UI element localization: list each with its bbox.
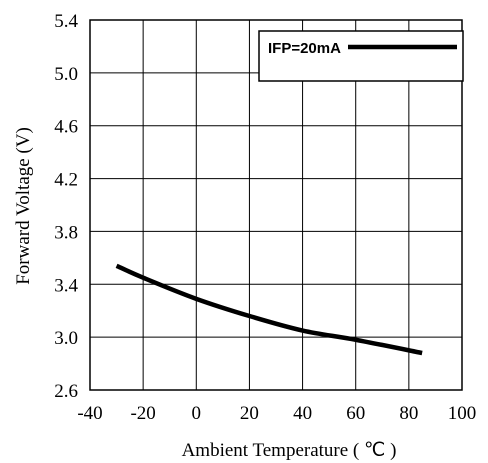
x-tick-label: -40 — [77, 403, 102, 424]
y-tick-label: 3.8 — [54, 222, 78, 243]
legend-box — [258, 30, 464, 82]
y-tick-label: 4.6 — [54, 117, 78, 138]
x-tick-label: 60 — [346, 403, 365, 424]
legend-label: IFP=20mA — [268, 40, 341, 57]
y-tick-label: 2.6 — [54, 381, 78, 402]
x-tick-labels: -40 -20 0 20 40 60 80 100 — [77, 403, 476, 424]
y-tick-label: 5.0 — [54, 64, 78, 85]
legend: IFP=20mA — [258, 30, 464, 82]
x-tick-label: 0 — [192, 403, 202, 424]
y-tick-label: 3.0 — [54, 328, 78, 349]
x-tick-label: -20 — [130, 403, 155, 424]
x-tick-label: 80 — [399, 403, 418, 424]
x-tick-label: 100 — [448, 403, 477, 424]
y-tick-labels: 5.4 5.0 4.6 4.2 3.8 3.4 3.0 2.6 — [54, 11, 78, 402]
plot-frame — [89, 19, 463, 391]
y-axis-title: Forward Voltage (V) — [13, 127, 34, 285]
y-tick-label: 5.4 — [54, 11, 78, 32]
y-tick-label: 4.2 — [54, 170, 78, 191]
y-tick-label: 3.4 — [54, 275, 78, 296]
x-tick-label: 20 — [240, 403, 259, 424]
series-line — [115, 263, 423, 356]
x-tick-label: 40 — [293, 403, 312, 424]
series-group — [115, 263, 423, 356]
x-axis-title: Ambient Temperature ( ℃ ) — [182, 440, 397, 461]
